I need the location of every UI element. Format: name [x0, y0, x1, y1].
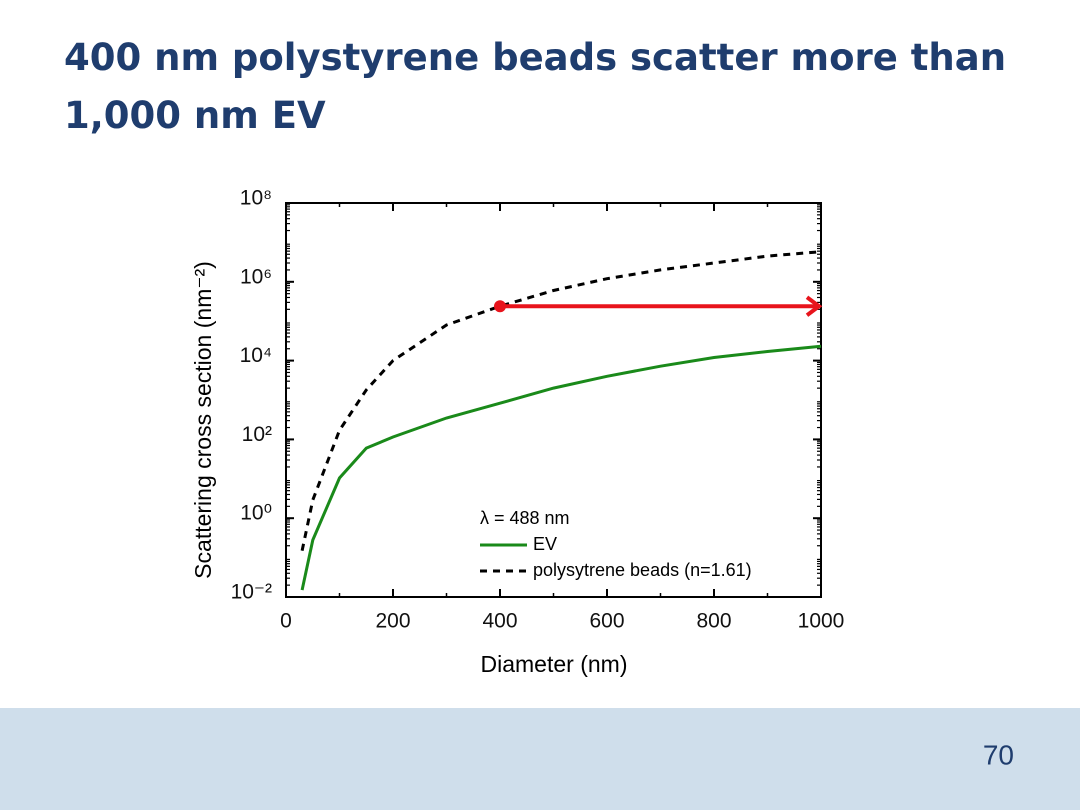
y-tick-label: 10⁻²: [231, 581, 272, 604]
slide-title: 1,000 nm EV: [64, 94, 326, 137]
series-line: [300, 250, 822, 552]
legend-label: EV: [533, 534, 557, 554]
x-tick-label: 0: [280, 610, 292, 633]
series-line: [300, 344, 822, 591]
footer-band: [0, 708, 1080, 810]
y-axis-label: Scattering cross section (nm⁻²): [190, 261, 216, 579]
y-tick-label: 10⁶: [240, 265, 272, 288]
arrow-start-dot: [494, 300, 506, 313]
y-tick-label: 10²: [242, 423, 272, 446]
x-axis-label: Diameter (nm): [481, 651, 628, 677]
x-tick-label: 200: [375, 610, 410, 633]
slide-title: 400 nm polystyrene beads scatter more th…: [64, 36, 1006, 79]
legend: EV polysytrene beads (n=1.61): [480, 534, 752, 580]
x-tick-label: 600: [589, 610, 624, 633]
legend-title: λ = 488 nm: [480, 508, 570, 528]
x-tick-label: 1000: [798, 610, 845, 633]
y-tick-label: 10⁰: [240, 502, 272, 525]
x-tick-label: 800: [696, 610, 731, 633]
y-tick-label: 10⁸: [240, 187, 272, 210]
arrow-head: [805, 295, 823, 317]
page-number: 70: [983, 739, 1014, 770]
legend-label: polysytrene beads (n=1.61): [533, 560, 752, 580]
y-tick-label: 10⁴: [240, 344, 272, 367]
x-tick-label: 400: [482, 610, 517, 633]
